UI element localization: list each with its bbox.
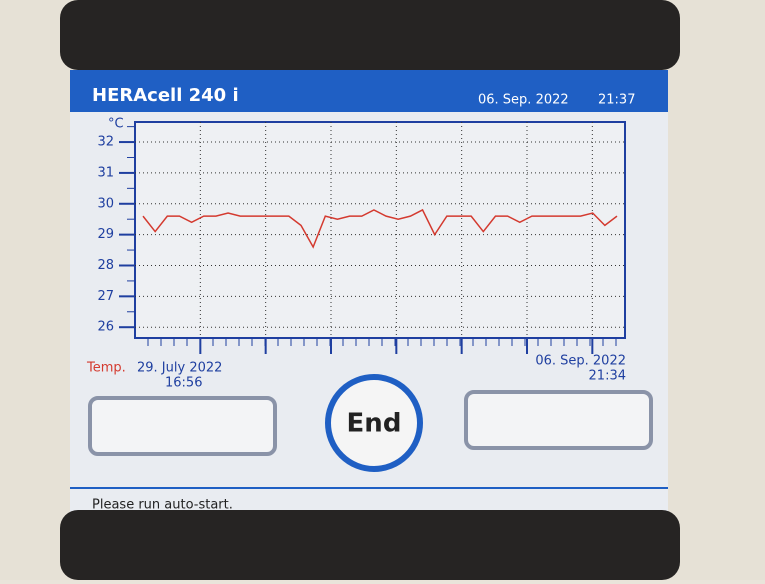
y-tick-label: 29 [97, 227, 114, 242]
title: HERAcell 240 i [92, 85, 239, 106]
date: 06. Sep. 2022 [478, 93, 569, 108]
right-button[interactable] [466, 392, 651, 448]
time: 21:37 [598, 93, 635, 108]
unit: °C [108, 117, 124, 132]
y-tick-label: 27 [97, 289, 114, 304]
end-date: 06. Sep. 2022 [535, 354, 626, 369]
plot-area [135, 122, 625, 338]
start-time: 16:56 [165, 376, 202, 391]
device-photo: HERAcell 240 i 06. Sep. 2022 21:37 °C Te… [0, 0, 765, 580]
left-button[interactable] [90, 398, 275, 454]
screen: HERAcell 240 i 06. Sep. 2022 21:37 °C Te… [0, 0, 765, 580]
end-label: End [347, 409, 402, 439]
top-strip [60, 0, 680, 70]
y-tick-label: 31 [97, 165, 114, 180]
y-tick-label: 32 [97, 135, 114, 150]
start-date: 29. July 2022 [137, 361, 222, 376]
end-time: 21:34 [589, 369, 626, 384]
y-tick-label: 30 [97, 196, 114, 211]
bottom-strip [60, 510, 680, 580]
series-name: Temp. [86, 361, 126, 376]
y-tick-label: 26 [97, 320, 114, 335]
y-tick-label: 28 [97, 258, 114, 273]
